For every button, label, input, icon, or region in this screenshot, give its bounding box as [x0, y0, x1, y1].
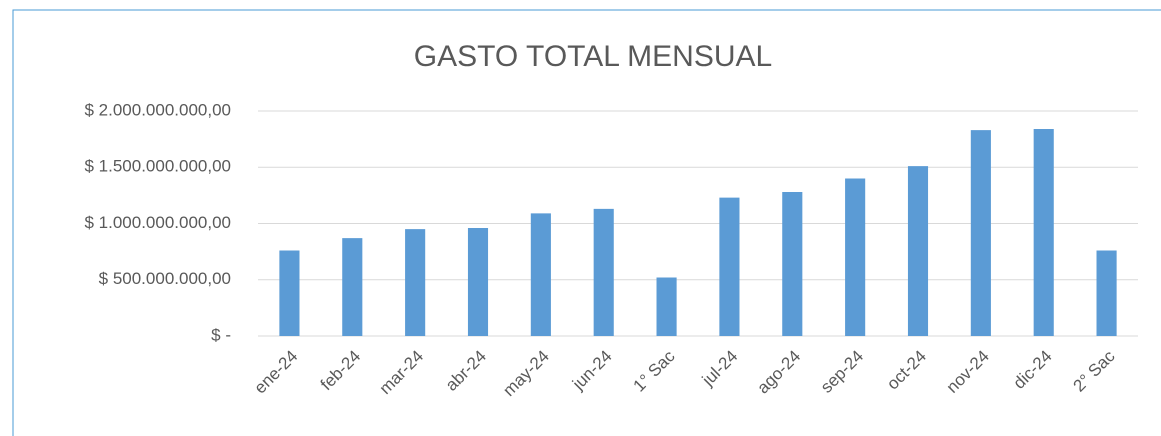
- chart-title: GASTO TOTAL MENSUAL: [414, 40, 772, 73]
- bar: [970, 130, 991, 336]
- bar: [593, 208, 614, 336]
- bar: [467, 228, 489, 336]
- y-tick-label: $ 2.000.000.000,00: [84, 100, 231, 119]
- bar: [342, 238, 363, 336]
- bar: [1096, 250, 1117, 336]
- y-tick-label: $ 500.000.000,00: [99, 269, 231, 288]
- bar: [907, 166, 929, 336]
- bar: [782, 192, 803, 336]
- y-tick-label: $ 1.000.000.000,00: [84, 213, 231, 232]
- bar: [845, 178, 866, 336]
- bar: [405, 229, 426, 336]
- y-tick-label: $ -: [211, 325, 231, 344]
- bar: [279, 250, 300, 336]
- bar: [656, 277, 677, 336]
- bar: [1033, 129, 1054, 336]
- bar: [530, 213, 551, 336]
- bar: [719, 197, 740, 336]
- y-tick-label: $ 1.500.000.000,00: [84, 157, 231, 176]
